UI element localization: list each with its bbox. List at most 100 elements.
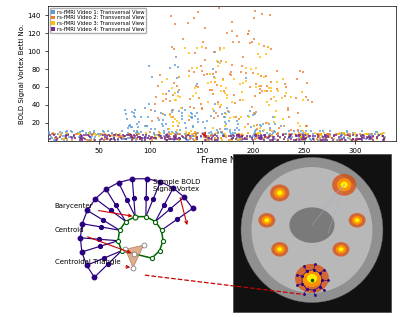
Point xyxy=(118,128,125,133)
Point xyxy=(170,136,176,141)
Point xyxy=(283,91,290,96)
Point xyxy=(299,135,305,140)
Point xyxy=(101,129,108,134)
Point xyxy=(218,135,224,140)
Point xyxy=(261,133,267,138)
Point xyxy=(242,75,249,81)
Point xyxy=(340,135,347,140)
Point xyxy=(325,131,332,136)
Point xyxy=(182,132,188,137)
Point xyxy=(343,137,349,142)
Point xyxy=(192,113,198,118)
Point xyxy=(310,135,316,140)
Point xyxy=(359,133,366,138)
Point xyxy=(250,16,257,21)
Point xyxy=(235,136,242,141)
Text: Centroidal Triangle: Centroidal Triangle xyxy=(54,259,129,268)
Point xyxy=(93,133,99,138)
Point xyxy=(190,131,196,136)
Point xyxy=(280,76,287,81)
Point xyxy=(370,134,377,139)
Point xyxy=(151,135,158,140)
Point xyxy=(252,134,259,139)
Point xyxy=(255,130,261,135)
Point xyxy=(223,135,229,140)
Point xyxy=(218,84,224,89)
Point xyxy=(222,120,228,125)
Point xyxy=(248,67,254,72)
Point xyxy=(272,115,278,120)
Point xyxy=(267,13,273,18)
Point xyxy=(239,134,246,139)
Point xyxy=(296,137,302,142)
Point xyxy=(164,133,170,138)
Point xyxy=(241,136,248,141)
Point xyxy=(166,135,173,140)
Point xyxy=(89,134,95,139)
Point xyxy=(155,135,162,140)
Point xyxy=(191,106,198,111)
Point xyxy=(252,128,258,133)
Point xyxy=(314,132,320,137)
Point xyxy=(236,133,242,138)
Point xyxy=(80,135,86,140)
Point xyxy=(157,110,164,115)
Point xyxy=(192,130,198,135)
Point xyxy=(230,40,236,45)
Point xyxy=(363,136,370,141)
Point xyxy=(273,109,280,114)
Point xyxy=(192,129,198,134)
Point xyxy=(272,136,278,141)
Point xyxy=(201,137,208,142)
Point xyxy=(146,101,152,107)
Point xyxy=(186,74,192,79)
Point xyxy=(201,25,208,30)
Point xyxy=(296,124,303,129)
Point xyxy=(177,94,183,99)
Point xyxy=(290,128,297,133)
Point xyxy=(320,135,326,140)
Point xyxy=(285,134,292,139)
Point xyxy=(74,130,81,135)
Point xyxy=(122,136,129,141)
Point xyxy=(198,68,205,73)
Point xyxy=(332,132,339,137)
Point xyxy=(250,131,257,136)
Point xyxy=(57,134,64,139)
Point xyxy=(69,135,76,140)
Point xyxy=(145,115,152,120)
Point xyxy=(236,137,242,142)
Point xyxy=(194,82,201,87)
Point xyxy=(64,136,71,141)
Point xyxy=(318,133,324,138)
Point xyxy=(286,133,293,138)
Point xyxy=(220,134,226,139)
Point xyxy=(357,132,363,137)
Point xyxy=(126,133,132,138)
Point xyxy=(364,135,370,140)
Point xyxy=(304,81,310,86)
Point xyxy=(281,123,288,128)
Point xyxy=(324,133,331,138)
Point xyxy=(109,132,116,137)
Point xyxy=(296,68,303,73)
Point xyxy=(250,124,257,129)
Point xyxy=(206,135,212,140)
Point xyxy=(237,82,244,87)
Point xyxy=(351,137,357,142)
Point xyxy=(352,130,358,135)
Point xyxy=(78,135,84,140)
Point xyxy=(183,134,189,139)
Ellipse shape xyxy=(307,274,317,283)
Point xyxy=(188,128,194,133)
Point xyxy=(348,137,354,142)
Point xyxy=(86,137,92,142)
Point xyxy=(171,134,177,139)
Point xyxy=(326,132,333,137)
Point xyxy=(324,131,331,136)
Point xyxy=(235,121,242,126)
Point xyxy=(366,135,372,140)
Point xyxy=(187,136,194,141)
Point xyxy=(212,131,218,136)
Point xyxy=(134,136,140,141)
